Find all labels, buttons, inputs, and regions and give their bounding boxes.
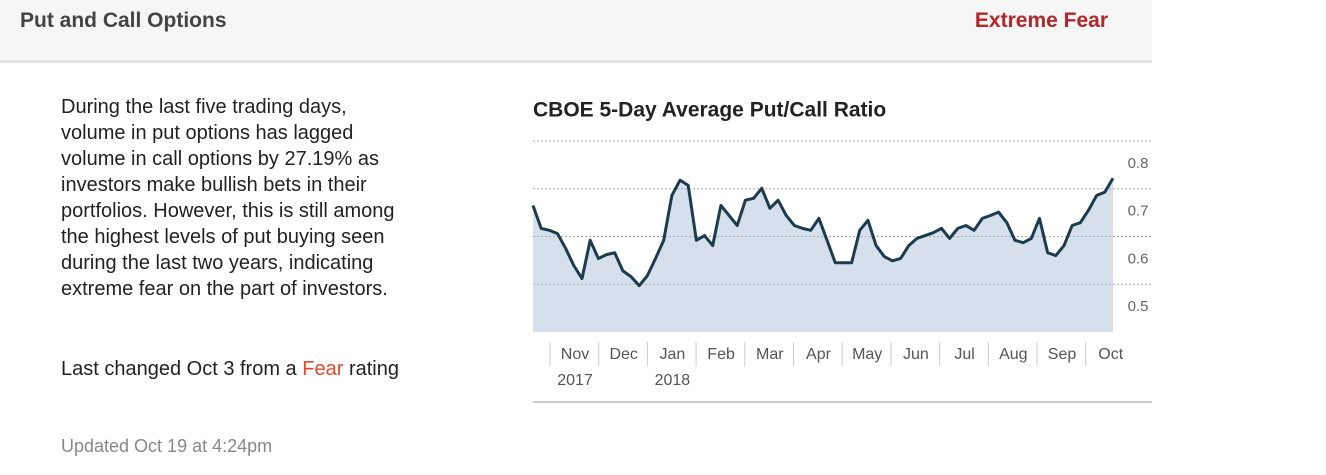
x-tick-label: Mar (756, 346, 784, 363)
updated: Updated Oct 19 at 4:24pm (61, 436, 273, 456)
y-tick-label: 0.6 (1128, 250, 1149, 267)
x-tick-label: Aug (999, 346, 1027, 363)
last-changed-suffix: rating (348, 358, 399, 380)
y-tick-label: 0.5 (1128, 298, 1149, 315)
header: Put and Call Options Extreme Fear (0, 0, 1152, 63)
x-tick-label: Jan (660, 346, 686, 363)
y-tick-label: 0.7 (1128, 203, 1149, 220)
y-tick-label: 0.8 (1128, 155, 1149, 172)
x-tick-label: Oct (1098, 346, 1123, 363)
x-tick-label: Jun (903, 346, 929, 363)
x-tick-label: May (852, 346, 882, 363)
x-tick-label: Feb (707, 346, 735, 363)
x-tick-label: Jul (954, 346, 974, 363)
last-changed-text: Last changed Oct 3 from a (61, 358, 297, 380)
last-changed: Last changed Oct 3 from a Fear rating (61, 356, 406, 382)
header-title: Put and Call Options (20, 9, 227, 32)
area (533, 178, 1113, 332)
year-label: 2017 (557, 372, 593, 389)
x-tick-label: Sep (1048, 346, 1077, 363)
year-label: 2018 (655, 372, 691, 389)
chart-title: CBOE 5-Day Average Put/Call Ratio (533, 99, 886, 122)
x-tick-label: Dec (609, 346, 637, 363)
description: During the last five trading days, volum… (61, 96, 395, 300)
x-tick-label: Nov (561, 346, 589, 363)
last-changed-rating: Fear (302, 358, 344, 380)
x-tick-label: Apr (806, 346, 832, 363)
line (531, 177, 1115, 288)
header-rating: Extreme Fear (974, 9, 1108, 32)
